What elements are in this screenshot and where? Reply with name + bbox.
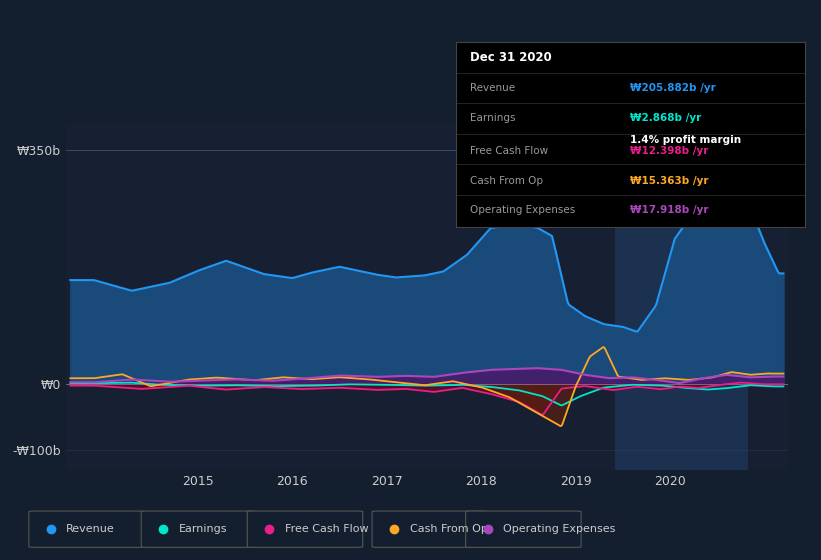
Text: Cash From Op: Cash From Op	[410, 524, 488, 534]
Text: Operating Expenses: Operating Expenses	[503, 524, 616, 534]
Text: ₩15.363b /yr: ₩15.363b /yr	[631, 176, 709, 185]
Text: Revenue: Revenue	[470, 83, 515, 93]
FancyBboxPatch shape	[466, 511, 581, 547]
Text: Cash From Op: Cash From Op	[470, 176, 543, 185]
Text: Revenue: Revenue	[67, 524, 115, 534]
FancyBboxPatch shape	[141, 511, 257, 547]
Text: ₩12.398b /yr: ₩12.398b /yr	[631, 146, 709, 156]
Text: Free Cash Flow: Free Cash Flow	[470, 146, 548, 156]
Text: Earnings: Earnings	[470, 113, 515, 123]
Text: 1.4% profit margin: 1.4% profit margin	[631, 135, 741, 145]
Text: ₩17.918b /yr: ₩17.918b /yr	[631, 205, 709, 215]
Text: ₩2.868b /yr: ₩2.868b /yr	[631, 113, 701, 123]
FancyBboxPatch shape	[372, 511, 488, 547]
Text: Free Cash Flow: Free Cash Flow	[285, 524, 369, 534]
FancyBboxPatch shape	[247, 511, 363, 547]
Bar	[615, 123, 749, 470]
Text: ₩205.882b /yr: ₩205.882b /yr	[631, 83, 716, 93]
Text: Dec 31 2020: Dec 31 2020	[470, 51, 552, 64]
Text: Operating Expenses: Operating Expenses	[470, 205, 575, 215]
Text: Earnings: Earnings	[179, 524, 227, 534]
FancyBboxPatch shape	[29, 511, 144, 547]
